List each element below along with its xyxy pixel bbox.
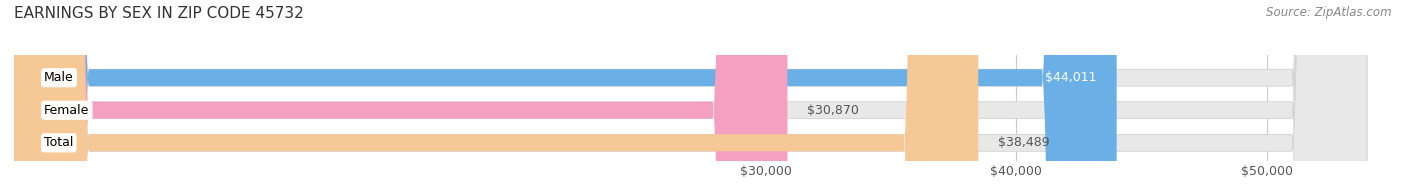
Text: Female: Female [44,104,90,117]
FancyBboxPatch shape [14,0,1367,196]
Text: Source: ZipAtlas.com: Source: ZipAtlas.com [1267,6,1392,19]
FancyBboxPatch shape [14,0,1367,196]
Text: EARNINGS BY SEX IN ZIP CODE 45732: EARNINGS BY SEX IN ZIP CODE 45732 [14,6,304,21]
Text: $44,011: $44,011 [1045,71,1097,84]
FancyBboxPatch shape [14,0,979,196]
Text: $38,489: $38,489 [998,136,1050,149]
FancyBboxPatch shape [14,0,787,196]
FancyBboxPatch shape [14,0,1116,196]
Text: Total: Total [44,136,73,149]
Text: Male: Male [44,71,75,84]
FancyBboxPatch shape [14,0,1367,196]
Text: $30,870: $30,870 [807,104,859,117]
